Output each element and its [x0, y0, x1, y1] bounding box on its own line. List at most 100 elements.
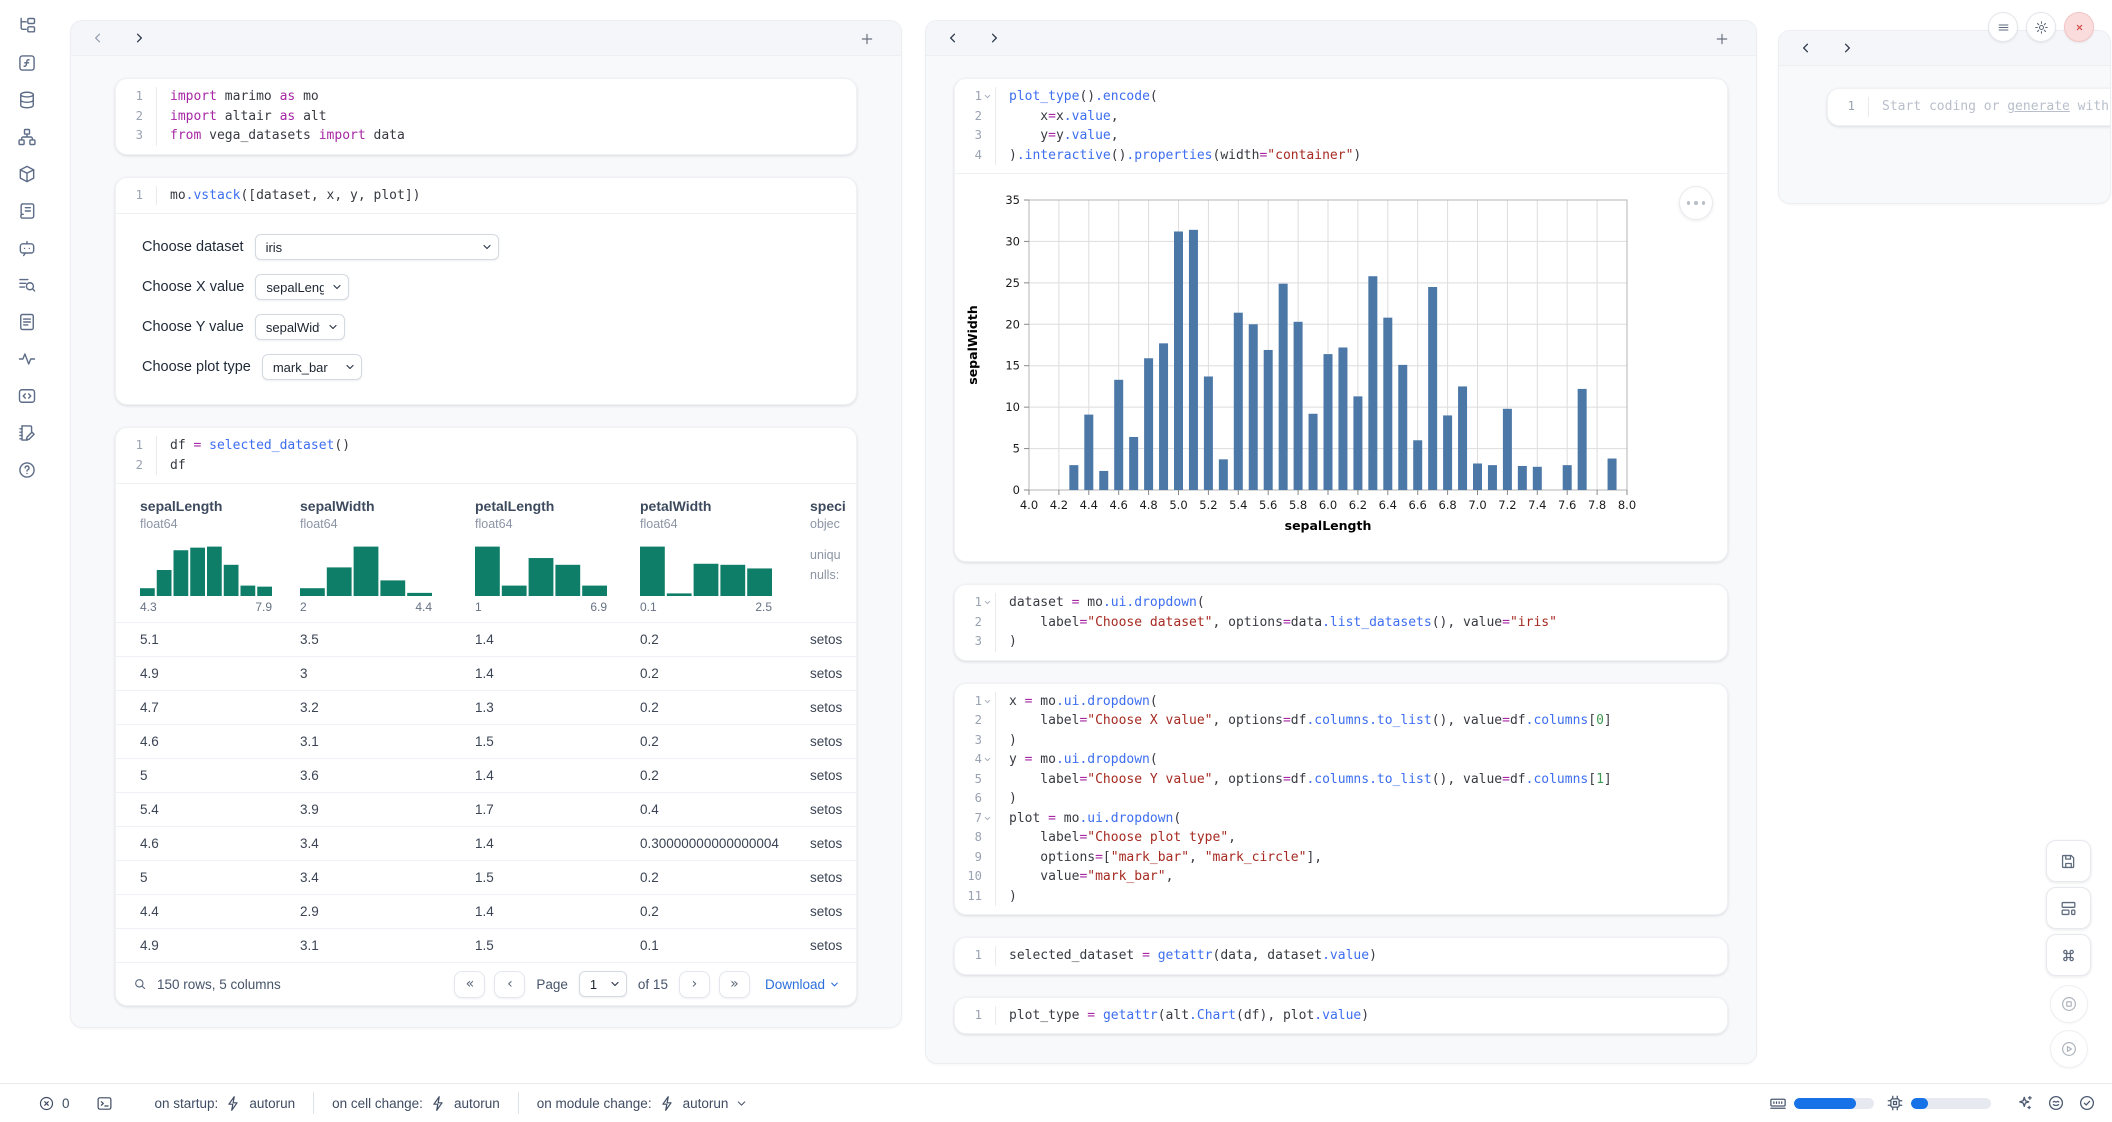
editor-placeholder[interactable]: Start coding or generate with	[1869, 97, 2109, 117]
bar	[1114, 380, 1123, 490]
save-button[interactable]	[2046, 840, 2091, 882]
scroll-text-icon[interactable]	[17, 201, 37, 221]
altair-bar-chart[interactable]: 051015202530354.04.24.44.64.85.05.25.45.…	[961, 186, 1719, 552]
column-header[interactable]: sepalWidthfloat6424.4	[300, 498, 475, 614]
notebook-pen-icon[interactable]	[17, 423, 37, 443]
icon-sidebar	[0, 0, 54, 1084]
cpu-usage-bar	[1911, 1098, 1991, 1109]
stop-button[interactable]	[2050, 985, 2088, 1023]
workflow-icon[interactable]	[17, 127, 37, 147]
column-header[interactable]: petalWidthfloat640.12.5	[640, 498, 810, 614]
last-page-button[interactable]: »	[719, 971, 750, 998]
document-icon[interactable]	[17, 312, 37, 332]
cell-imports[interactable]: 1import marimo as mo2import altair as al…	[115, 78, 857, 155]
search-icon[interactable]	[132, 976, 148, 992]
bar	[1338, 347, 1347, 490]
table-row[interactable]: 4.63.41.40.30000000000000004setos	[116, 826, 856, 860]
table-row[interactable]: 4.931.40.2setos	[116, 656, 856, 690]
settings-button[interactable]	[2026, 12, 2056, 42]
run-button[interactable]	[2050, 1030, 2088, 1068]
bar	[1069, 465, 1078, 490]
table-row[interactable]: 53.41.50.2setos	[116, 860, 856, 894]
code-line: 1mo.vstack([dataset, x, y, plot])	[116, 186, 856, 206]
database-icon[interactable]	[17, 90, 37, 110]
table-row[interactable]: 5.13.51.40.2setos	[116, 622, 856, 656]
dropdown-row: Choose dataset iris	[142, 234, 830, 260]
column-header[interactable]: sepalLengthfloat644.37.9	[140, 498, 300, 614]
svg-text:5.6: 5.6	[1259, 498, 1277, 512]
menu-button[interactable]	[1988, 12, 2018, 42]
code-editor: 1plot_type = getattr(alt.Chart(df), plot…	[955, 998, 1727, 1034]
close-panel-button[interactable]	[2064, 12, 2094, 42]
chart-menu-button[interactable]	[1679, 186, 1713, 220]
dropdown-choose-y-value[interactable]: sepalWidth	[255, 314, 345, 340]
column-header[interactable]: petalLengthfloat6416.9	[475, 498, 640, 614]
cell-xy-plot-dropdowns[interactable]: 1x = mo.ui.dropdown(2 label="Choose X va…	[954, 683, 1728, 916]
column-scroll-left-button[interactable]	[946, 31, 960, 45]
dropdown-choose-plot-type[interactable]: mark_bar	[262, 354, 362, 380]
generate-link[interactable]: generate	[2007, 99, 2070, 114]
layout-button[interactable]	[2046, 887, 2091, 929]
cell-dataset-dropdown[interactable]: 1dataset = mo.ui.dropdown(2 label="Choos…	[954, 584, 1728, 661]
on-cell-change-setting[interactable]: on cell change: autorun	[332, 1095, 500, 1112]
table-row[interactable]: 53.61.40.2setos	[116, 758, 856, 792]
svg-text:10: 10	[1005, 400, 1020, 414]
cell-selected-dataset[interactable]: 1selected_dataset = getattr(data, datase…	[954, 937, 1728, 975]
next-page-button[interactable]: ›	[679, 971, 710, 998]
connection-status-icon[interactable]	[2078, 1094, 2096, 1112]
code-line: 1x = mo.ui.dropdown(	[955, 692, 1727, 712]
terminal-button[interactable]	[96, 1095, 113, 1112]
column-scroll-right-button[interactable]	[132, 31, 146, 45]
column-scroll-left-button[interactable]	[1799, 41, 1813, 55]
hamburger-icon	[1996, 20, 2011, 35]
add-cell-button[interactable]	[853, 30, 881, 46]
svg-text:35: 35	[1005, 193, 1020, 207]
code-block-icon[interactable]	[17, 386, 37, 406]
cell-dataframe[interactable]: 1df = selected_dataset()2df sepalLengthf…	[115, 427, 857, 1006]
help-circle-icon[interactable]	[17, 460, 37, 480]
on-module-change-setting[interactable]: on module change: autorun	[537, 1095, 749, 1112]
table-row[interactable]: 4.73.21.30.2setos	[116, 690, 856, 724]
floppy-icon	[2059, 852, 2078, 871]
log-search-icon[interactable]	[17, 275, 37, 295]
file-tree-icon[interactable]	[17, 16, 37, 36]
column-scroll-right-button[interactable]	[987, 31, 1001, 45]
download-button[interactable]: Download	[765, 977, 840, 992]
column-scroll-right-button[interactable]	[1840, 41, 1854, 55]
code-line: 2import altair as alt	[116, 107, 856, 127]
table-row[interactable]: 4.63.11.50.2setos	[116, 724, 856, 758]
command-palette-button[interactable]	[2046, 934, 2091, 976]
code-editor: 1x = mo.ui.dropdown(2 label="Choose X va…	[955, 684, 1727, 915]
prev-page-button[interactable]: ‹	[494, 971, 525, 998]
cell-empty[interactable]: 1 Start coding or generate with	[1827, 88, 2111, 126]
table-row[interactable]: 4.42.91.40.2setos	[116, 894, 856, 928]
function-square-icon[interactable]	[17, 53, 37, 73]
command-icon	[2059, 946, 2078, 965]
ai-sparkles-icon[interactable]	[2016, 1094, 2034, 1112]
package-icon[interactable]	[17, 164, 37, 184]
code-line: 1selected_dataset = getattr(data, datase…	[955, 946, 1727, 966]
table-row[interactable]: 4.93.11.50.1setos	[116, 928, 856, 962]
svg-text:6.6: 6.6	[1409, 498, 1427, 512]
cell-vstack[interactable]: 1mo.vstack([dataset, x, y, plot]) Choose…	[115, 177, 857, 406]
error-indicator[interactable]: 0	[38, 1095, 70, 1112]
copilot-icon[interactable]	[2047, 1094, 2065, 1112]
activity-icon[interactable]	[17, 349, 37, 369]
column-histogram	[475, 542, 607, 596]
dropdown-choose-x-value[interactable]: sepalLength	[255, 274, 349, 300]
cell-plot-type[interactable]: 1plot_type = getattr(alt.Chart(df), plot…	[954, 997, 1728, 1035]
svg-text:5.2: 5.2	[1199, 498, 1217, 512]
page-select[interactable]: 1	[579, 971, 627, 997]
column-scroll-left-button[interactable]	[91, 31, 105, 45]
svg-text:7.8: 7.8	[1588, 498, 1606, 512]
on-startup-setting[interactable]: on startup: autorun	[155, 1095, 296, 1112]
dropdown-label: Choose dataset	[142, 239, 244, 255]
table-row[interactable]: 5.43.91.70.4setos	[116, 792, 856, 826]
dropdown-choose-dataset[interactable]: iris	[255, 234, 499, 260]
add-cell-button[interactable]	[1708, 30, 1736, 46]
cell-plot[interactable]: 1plot_type().encode(2 x=x.value,3 y=y.va…	[954, 78, 1728, 562]
bar	[1398, 365, 1407, 490]
column-header[interactable]: speciobjecuniqunulls:	[810, 498, 856, 614]
bot-message-icon[interactable]	[17, 238, 37, 258]
first-page-button[interactable]: «	[454, 971, 485, 998]
